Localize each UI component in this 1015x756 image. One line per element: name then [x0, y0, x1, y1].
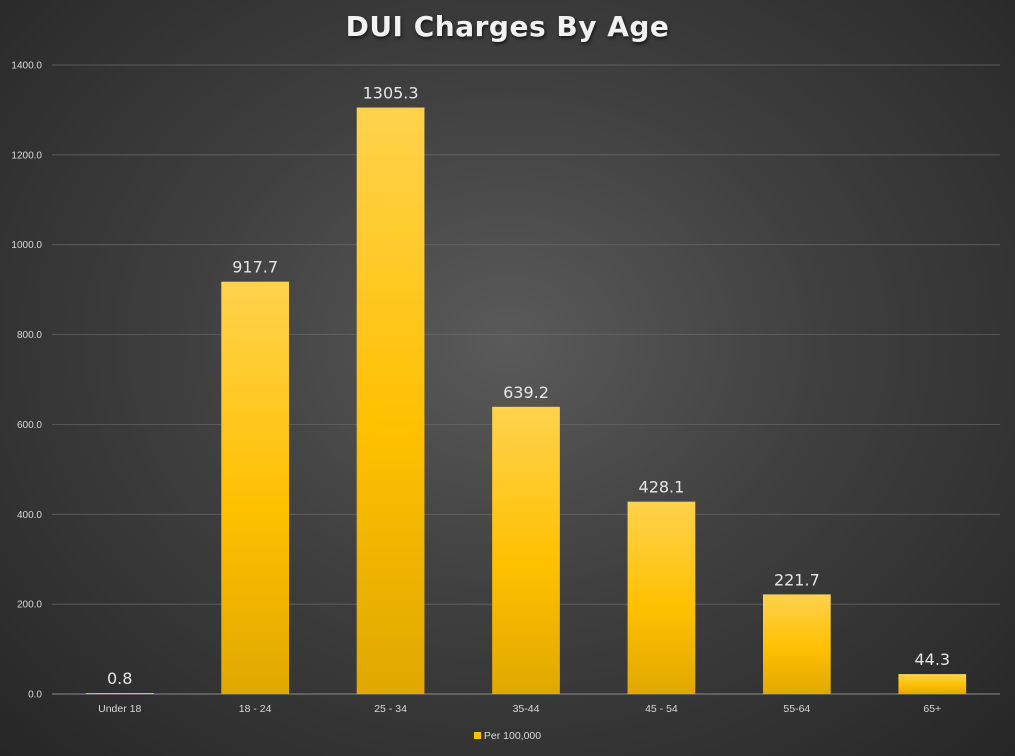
y-tick-label: 1400.0 — [11, 61, 42, 72]
data-label: 428.1 — [639, 478, 685, 497]
data-label: 221.7 — [774, 570, 820, 589]
bar — [492, 406, 560, 694]
bar — [898, 674, 967, 694]
legend-swatch — [473, 731, 481, 739]
bar — [221, 281, 289, 694]
x-tick-label: 65+ — [923, 703, 941, 715]
data-label: 0.8 — [107, 669, 132, 688]
y-tick-label: 1200.0 — [11, 150, 42, 161]
y-tick-label: 600.0 — [17, 420, 42, 431]
y-tick-label: 0.0 — [28, 690, 42, 701]
data-label: 639.2 — [503, 383, 549, 402]
x-tick-label: 45 - 54 — [645, 703, 678, 715]
y-tick-label: 1000.0 — [11, 240, 42, 251]
x-tick-label: 25 - 34 — [374, 703, 407, 715]
data-label: 917.7 — [232, 258, 278, 277]
chart-title: DUI Charges By Age — [345, 10, 670, 43]
legend-label: Per 100,000 — [483, 730, 542, 742]
x-tick-label: Under 18 — [98, 703, 141, 715]
bar — [85, 693, 154, 694]
y-tick-label: 400.0 — [17, 510, 42, 521]
legend: Per 100,000 — [0, 730, 1015, 742]
data-label: 44.3 — [914, 650, 950, 669]
x-tick-label: 35-44 — [513, 703, 540, 715]
bar — [627, 501, 696, 694]
x-tick-label: 55-64 — [783, 703, 810, 715]
bar — [356, 107, 425, 694]
y-tick-label: 800.0 — [17, 330, 42, 341]
bar — [763, 594, 831, 694]
y-tick-label: 200.0 — [17, 600, 42, 611]
x-tick-label: 18 - 24 — [239, 703, 272, 715]
data-label: 1305.3 — [363, 84, 419, 103]
